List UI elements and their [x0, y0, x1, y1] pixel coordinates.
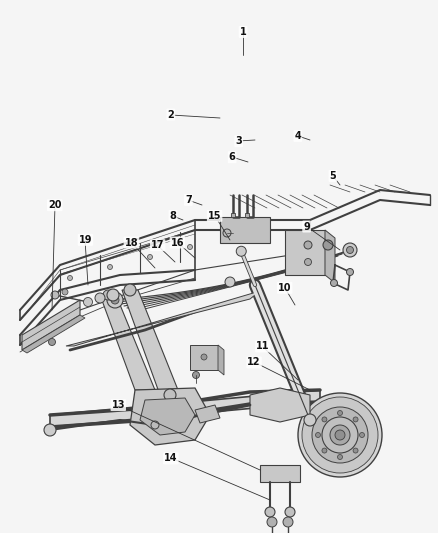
Text: 17: 17: [151, 240, 164, 250]
Text: 6: 6: [229, 152, 236, 162]
Circle shape: [360, 432, 364, 438]
Polygon shape: [22, 315, 85, 353]
Text: 14: 14: [164, 454, 177, 463]
Text: 19: 19: [79, 235, 92, 245]
Text: 10: 10: [278, 283, 291, 293]
Polygon shape: [122, 290, 180, 395]
Text: 2: 2: [167, 110, 174, 119]
Circle shape: [304, 241, 312, 249]
Text: 1: 1: [240, 27, 247, 37]
Circle shape: [322, 417, 358, 453]
Circle shape: [67, 276, 73, 280]
Circle shape: [187, 245, 192, 249]
Circle shape: [111, 296, 119, 304]
Circle shape: [107, 292, 123, 308]
Polygon shape: [260, 465, 300, 482]
Text: 8: 8: [170, 211, 177, 221]
Circle shape: [298, 393, 382, 477]
Text: 3: 3: [235, 136, 242, 146]
Polygon shape: [218, 345, 224, 375]
Polygon shape: [250, 388, 310, 422]
Circle shape: [338, 455, 343, 459]
Circle shape: [267, 517, 277, 527]
Circle shape: [44, 424, 56, 436]
Circle shape: [151, 421, 159, 429]
Polygon shape: [100, 295, 155, 390]
Circle shape: [323, 240, 333, 250]
Text: 16: 16: [171, 238, 184, 247]
Polygon shape: [22, 300, 80, 350]
Polygon shape: [66, 291, 260, 346]
Text: 20: 20: [48, 200, 61, 210]
Circle shape: [346, 246, 353, 254]
Circle shape: [285, 507, 295, 517]
Circle shape: [103, 290, 113, 300]
Circle shape: [265, 507, 275, 517]
Circle shape: [124, 284, 136, 296]
Circle shape: [107, 264, 113, 270]
Circle shape: [353, 417, 358, 422]
Text: 11: 11: [256, 342, 269, 351]
Circle shape: [223, 229, 231, 237]
Circle shape: [304, 414, 316, 426]
Polygon shape: [130, 388, 210, 445]
Text: 15: 15: [208, 211, 221, 221]
Circle shape: [51, 291, 59, 299]
Circle shape: [62, 289, 68, 295]
Circle shape: [343, 243, 357, 257]
Circle shape: [331, 279, 338, 287]
Circle shape: [236, 246, 246, 256]
Circle shape: [201, 354, 207, 360]
Text: 18: 18: [124, 238, 138, 247]
Text: 9: 9: [303, 222, 310, 231]
Circle shape: [283, 517, 293, 527]
Circle shape: [107, 289, 119, 301]
Text: 12: 12: [247, 358, 261, 367]
Circle shape: [225, 277, 235, 287]
Circle shape: [148, 254, 152, 260]
Polygon shape: [220, 217, 270, 243]
Circle shape: [330, 425, 350, 445]
Circle shape: [302, 397, 378, 473]
Circle shape: [84, 297, 92, 306]
Polygon shape: [195, 405, 220, 423]
Circle shape: [315, 432, 321, 438]
Circle shape: [353, 448, 358, 453]
Circle shape: [95, 293, 105, 303]
Polygon shape: [231, 213, 235, 217]
Polygon shape: [190, 345, 218, 370]
Polygon shape: [140, 398, 195, 435]
Text: 7: 7: [185, 195, 192, 205]
Circle shape: [346, 269, 353, 276]
Circle shape: [312, 407, 368, 463]
Circle shape: [49, 338, 56, 345]
Text: 13: 13: [112, 400, 125, 410]
Circle shape: [192, 372, 199, 378]
Polygon shape: [50, 390, 320, 427]
Polygon shape: [245, 213, 249, 217]
Circle shape: [338, 410, 343, 416]
Circle shape: [322, 448, 327, 453]
Circle shape: [164, 389, 176, 401]
Polygon shape: [285, 230, 325, 275]
Polygon shape: [325, 230, 335, 283]
Text: 5: 5: [329, 171, 336, 181]
Circle shape: [304, 259, 311, 265]
Circle shape: [335, 430, 345, 440]
Text: 4: 4: [294, 131, 301, 141]
Circle shape: [322, 417, 327, 422]
